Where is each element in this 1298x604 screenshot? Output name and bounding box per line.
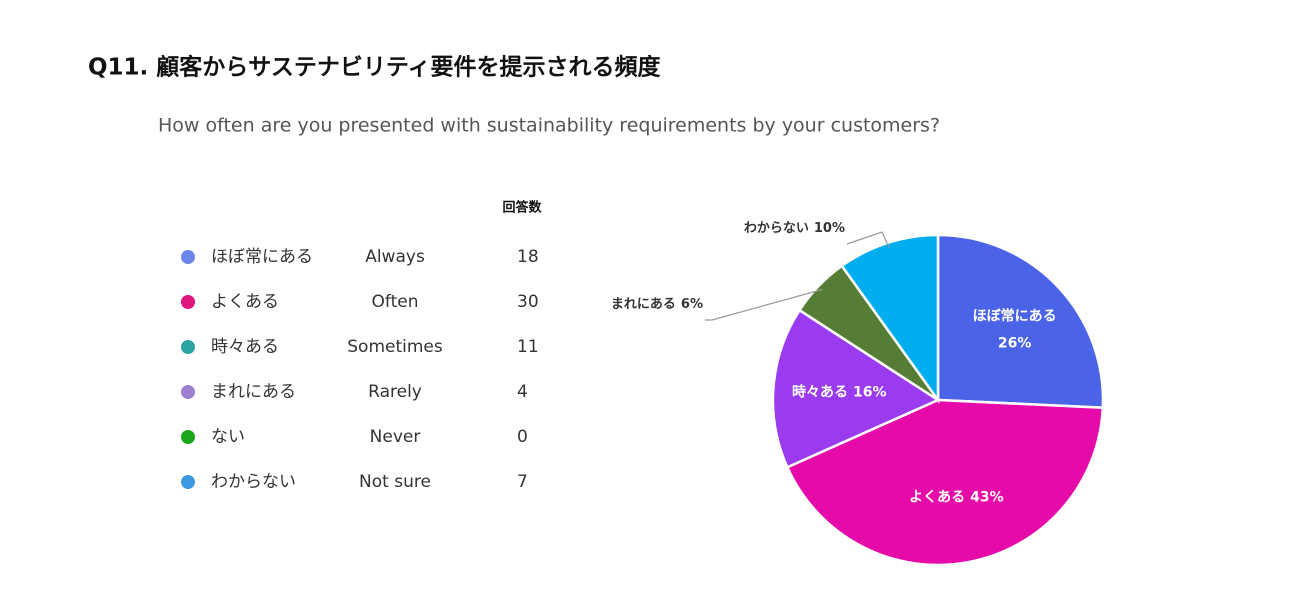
legend-label: ない [211, 427, 245, 447]
legend-count: 4 [517, 382, 528, 402]
legend-dot [181, 340, 195, 354]
count-header: 回答数 [502, 200, 542, 216]
slice-value: 6% [681, 297, 703, 312]
legend-label: よくある [211, 292, 279, 312]
legend-english: Rarely [368, 382, 422, 402]
legend-english: Not sure [359, 472, 431, 492]
legend-english: Always [365, 247, 425, 267]
legend-label: 時々ある [211, 337, 279, 357]
legend-count: 7 [517, 472, 528, 492]
legend-english: Never [370, 427, 421, 447]
slice-name: わからない [744, 221, 809, 236]
legend-count: 11 [517, 337, 539, 357]
slice-value: 43% [970, 489, 1004, 505]
slice-value: 16% [853, 384, 887, 400]
legend-count: 0 [517, 427, 528, 447]
slice-value: 26% [998, 336, 1032, 352]
legend-dot [181, 430, 195, 444]
pie-slice [771, 308, 941, 469]
chart-title: Q11. 顧客からサステナビリティ要件を提示される頻度 [88, 54, 661, 81]
slice-label: ほぼ常にある [973, 308, 1057, 325]
leader-line [705, 288, 823, 321]
slice-label: よくある 43% [909, 489, 1004, 505]
slice-label: 時々ある 16% [792, 383, 887, 400]
legend-english: Sometimes [347, 337, 443, 357]
legend-dot [181, 295, 195, 309]
slice-name: まれにある [611, 297, 676, 312]
legend-count: 18 [517, 247, 539, 267]
pie-slice [785, 398, 1105, 567]
leader-line [846, 231, 890, 248]
legend-label: まれにある [211, 382, 296, 402]
legend-dot [181, 475, 195, 489]
legend-dot [181, 250, 195, 264]
slice-name: 時々ある [792, 383, 848, 400]
legend-label: わからない [211, 472, 296, 492]
slice-label: まれにある 6% [611, 297, 703, 312]
slice-label: わからない 10% [744, 221, 845, 236]
pie-slice [936, 233, 1105, 410]
legend-count: 30 [517, 292, 539, 312]
slice-name: よくある [909, 489, 965, 505]
legend-label: ほぼ常にある [211, 247, 313, 267]
legend-english: Often [372, 292, 419, 312]
legend-dot [181, 385, 195, 399]
chart-subtitle: How often are you presented with sustain… [158, 115, 940, 137]
slice-value: 10% [814, 221, 845, 236]
